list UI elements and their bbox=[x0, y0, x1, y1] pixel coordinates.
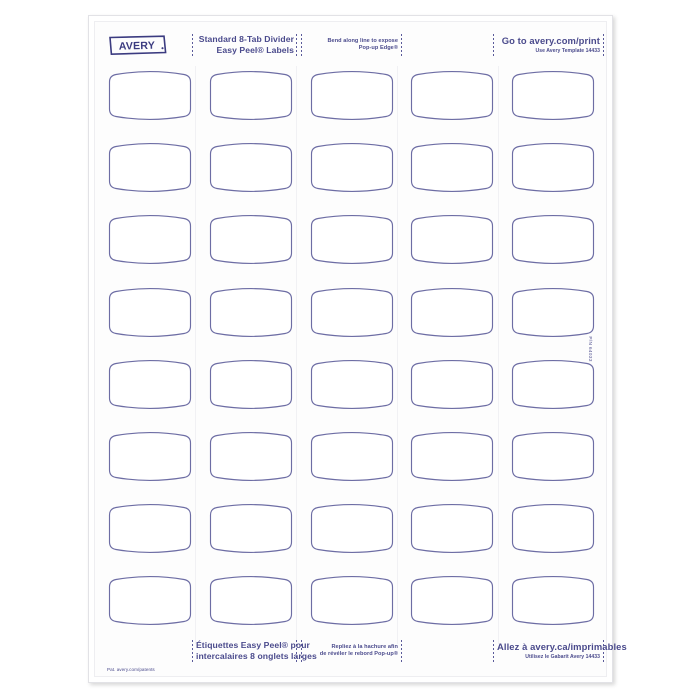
label-cell[interactable] bbox=[207, 71, 295, 120]
footer-title-line-1: Étiquettes Easy Peel® pour bbox=[196, 639, 310, 650]
header-print-url-block: Go to avery.com/print Use Avery Template… bbox=[497, 26, 600, 64]
header-dot-rule-6 bbox=[603, 34, 604, 56]
footer-product-title: Étiquettes Easy Peel® pour intercalaires… bbox=[196, 632, 317, 670]
label-cell[interactable] bbox=[207, 504, 295, 554]
header-template-note: Use Avery Template 14433 bbox=[535, 47, 600, 54]
header-instruction-line-2: Pop-up Edge® bbox=[358, 45, 398, 51]
footer-instruction-line-2: de révéler le rebord Pop-up® bbox=[319, 651, 398, 657]
label-cell[interactable] bbox=[106, 576, 194, 626]
label-cell[interactable] bbox=[509, 504, 597, 554]
label-cell[interactable] bbox=[509, 143, 597, 193]
label-cell[interactable] bbox=[308, 71, 396, 120]
header-dot-rule-3 bbox=[301, 34, 302, 56]
header-instruction-line-1: Bend along line to expose bbox=[327, 37, 398, 44]
label-cell[interactable] bbox=[308, 576, 396, 626]
label-cell[interactable] bbox=[308, 215, 396, 265]
label-cell[interactable] bbox=[106, 215, 194, 265]
label-cell[interactable] bbox=[509, 359, 597, 409]
label-cell[interactable] bbox=[106, 504, 194, 554]
label-cell[interactable] bbox=[207, 215, 295, 265]
label-cell[interactable] bbox=[106, 432, 194, 481]
footer-print-url-block: Allez à avery.ca/imprimables Utilisez le… bbox=[497, 632, 627, 670]
footer-print-url[interactable]: Allez à avery.ca/imprimables bbox=[497, 641, 627, 653]
footer-dot-rule-1 bbox=[192, 640, 193, 662]
label-cell[interactable] bbox=[106, 143, 194, 193]
label-cell[interactable] bbox=[408, 71, 496, 120]
column-rule-2 bbox=[296, 66, 297, 644]
label-cell[interactable] bbox=[408, 143, 496, 193]
patent-notice: Pat. avery.com/patents bbox=[107, 667, 155, 672]
label-cell[interactable] bbox=[207, 432, 295, 481]
footer-title-line-2: intercalaires 8 onglets larges bbox=[196, 651, 317, 661]
header-dot-rule-1 bbox=[192, 34, 193, 56]
label-cell[interactable] bbox=[509, 576, 597, 626]
label-cell[interactable] bbox=[509, 432, 597, 481]
header-title-line-1: Standard 8-Tab Divider bbox=[198, 33, 294, 44]
label-cell[interactable] bbox=[408, 359, 496, 409]
label-cell[interactable] bbox=[106, 71, 194, 120]
footer-dot-rule-2 bbox=[296, 640, 297, 662]
label-cell[interactable] bbox=[308, 143, 396, 193]
column-rule-4 bbox=[498, 66, 499, 644]
sheet-header: AVERY Standard 8-Tab Divider Easy Peel® … bbox=[95, 26, 606, 64]
avery-logo: AVERY bbox=[107, 35, 169, 58]
label-cell[interactable] bbox=[207, 287, 295, 337]
header-dot-rule-2 bbox=[296, 34, 297, 56]
label-cell[interactable] bbox=[207, 143, 295, 193]
sheet-footer: Étiquettes Easy Peel® pour intercalaires… bbox=[95, 632, 627, 670]
label-cell[interactable] bbox=[509, 71, 597, 120]
sheet-printable-area: AVERY Standard 8-Tab Divider Easy Peel® … bbox=[94, 21, 627, 677]
label-cell[interactable] bbox=[308, 504, 396, 554]
header-title-line-2: Easy Peel® Labels bbox=[216, 45, 294, 55]
header-popup-instruction: Bend along line to expose Pop-up Edge® bbox=[305, 26, 398, 64]
label-sheet: AVERY Standard 8-Tab Divider Easy Peel® … bbox=[88, 15, 627, 683]
label-cell[interactable] bbox=[308, 432, 396, 481]
label-cell[interactable] bbox=[308, 287, 396, 337]
footer-instruction-line-1: Repliez à la hachure afin bbox=[331, 643, 398, 650]
footer-dot-rule-3 bbox=[301, 640, 302, 662]
label-cell[interactable] bbox=[408, 215, 496, 265]
label-cell[interactable] bbox=[509, 287, 597, 337]
header-dot-rule-4 bbox=[401, 34, 402, 56]
label-cell[interactable] bbox=[408, 576, 496, 626]
label-cell[interactable] bbox=[408, 504, 496, 554]
header-dot-rule-5 bbox=[493, 34, 494, 56]
header-product-title: Standard 8-Tab Divider Easy Peel® Labels bbox=[196, 26, 294, 64]
footer-dot-rule-6 bbox=[603, 640, 604, 662]
label-grid bbox=[95, 66, 606, 644]
footer-template-note: Utilisez le Gabarit Avery 14433 bbox=[525, 653, 600, 660]
label-cell[interactable] bbox=[106, 287, 194, 337]
footer-dot-rule-4 bbox=[401, 640, 402, 662]
label-cell[interactable] bbox=[308, 359, 396, 409]
column-rule-3 bbox=[397, 66, 398, 644]
footer-dot-rule-5 bbox=[493, 640, 494, 662]
svg-text:AVERY: AVERY bbox=[119, 40, 156, 53]
label-cell[interactable] bbox=[408, 432, 496, 481]
part-number-label: P/N 64033 bbox=[586, 336, 592, 362]
label-cell[interactable] bbox=[408, 287, 496, 337]
label-cell[interactable] bbox=[106, 359, 194, 409]
label-cell[interactable] bbox=[509, 215, 597, 265]
header-print-url[interactable]: Go to avery.com/print bbox=[501, 35, 600, 47]
label-cell[interactable] bbox=[207, 359, 295, 409]
footer-popup-instruction: Repliez à la hachure afin de révéler le … bbox=[305, 632, 398, 670]
column-rule-1 bbox=[195, 66, 196, 644]
label-cell[interactable] bbox=[207, 576, 295, 626]
